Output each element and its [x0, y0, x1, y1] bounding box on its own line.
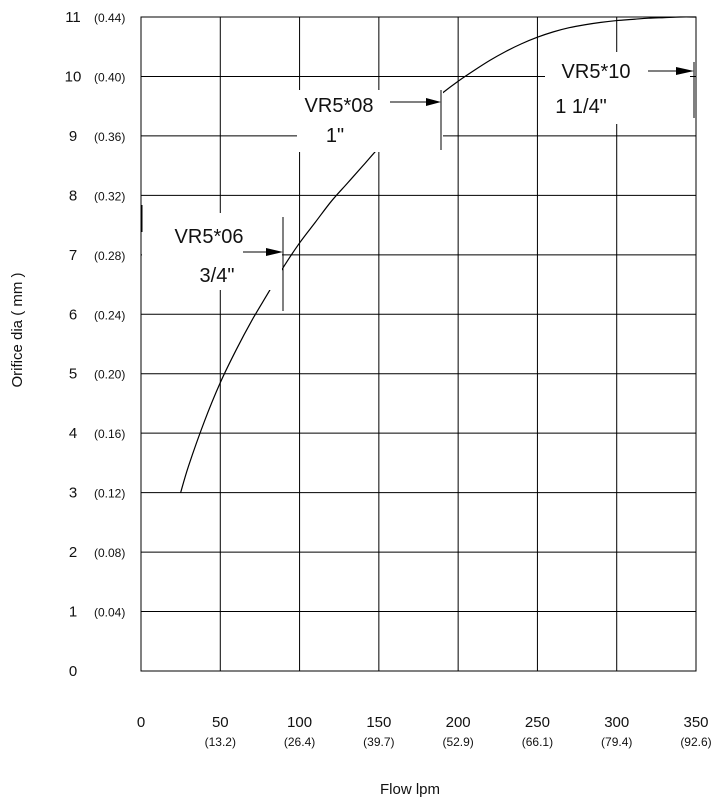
y-tick-label: 1	[69, 604, 77, 621]
y-axis-ticks: 0 1 (0.04) 2 (0.08) 3 (0.12) 4 (0.16) 5 (0.20) 6 (0.…	[65, 9, 126, 680]
callout-arrow-icon	[266, 248, 283, 256]
x-tick-sublabel: (92.6)	[680, 735, 711, 749]
x-tick-sublabel: (79.4)	[601, 735, 632, 749]
y-tick-sublabel: (0.44)	[94, 11, 125, 25]
y-tick-sublabel: (0.24)	[94, 308, 125, 322]
x-tick-label: 350	[683, 714, 708, 731]
valve-model-label: VR5*06	[175, 226, 244, 248]
callout-background	[297, 90, 443, 152]
y-tick-label: 6	[69, 306, 77, 323]
valve-size-label: 1"	[326, 125, 344, 147]
valve-size-label: 3/4"	[200, 265, 235, 287]
y-tick-label: 11	[65, 9, 81, 26]
annotations: VR5*06 3/4" VR5*08 1" VR5*10 1 1/4"	[141, 52, 695, 311]
callout-background	[545, 52, 690, 124]
y-tick-sublabel: (0.08)	[94, 546, 125, 560]
x-axis-ticks: 0 50 (13.2) 100 (26.4) 150 (39.7) 200 (52.9) 250 (…	[137, 714, 712, 749]
plot-frame	[140, 16, 697, 672]
valve-size-label: 1 1/4"	[555, 96, 607, 118]
y-tick-label: 8	[69, 187, 77, 204]
y-tick-sublabel: (0.16)	[94, 427, 125, 441]
x-tick-label: 150	[366, 714, 391, 731]
y-tick-sublabel: (0.04)	[94, 606, 125, 620]
valve-model-label: VR5*10	[562, 61, 631, 83]
y-tick-label: 10	[65, 68, 82, 85]
x-tick-sublabel: (13.2)	[205, 735, 236, 749]
y-tick-sublabel: (0.32)	[94, 189, 125, 203]
x-tick-sublabel: (39.7)	[363, 735, 394, 749]
y-tick-sublabel: (0.28)	[94, 249, 125, 263]
callout-arrow-icon	[676, 67, 694, 75]
x-tick-label: 50	[212, 714, 229, 731]
x-tick-sublabel: (52.9)	[442, 735, 473, 749]
grid	[141, 17, 696, 671]
callout-arrow-icon	[426, 98, 441, 106]
y-tick-label: 7	[69, 247, 77, 264]
y-tick-label: 2	[69, 544, 77, 561]
y-tick-label: 0	[69, 663, 77, 680]
x-tick-sublabel: (66.1)	[522, 735, 553, 749]
valve-model-label: VR5*08	[305, 95, 374, 117]
x-tick-label: 100	[287, 714, 312, 731]
y-tick-label: 5	[69, 366, 77, 383]
y-axis-title: Orifice dia ( mm )	[9, 272, 26, 387]
y-tick-sublabel: (0.36)	[94, 130, 125, 144]
x-tick-label: 300	[604, 714, 629, 731]
x-tick-label: 250	[525, 714, 550, 731]
y-tick-sublabel: (0.20)	[94, 368, 125, 382]
x-axis-title: Flow lpm	[380, 781, 440, 798]
x-tick-sublabel: (26.4)	[284, 735, 315, 749]
y-tick-label: 9	[69, 128, 77, 145]
x-tick-label: 200	[446, 714, 471, 731]
y-tick-sublabel: (0.40)	[94, 70, 125, 84]
x-tick-label: 0	[137, 714, 145, 731]
y-tick-sublabel: (0.12)	[94, 487, 125, 501]
y-tick-label: 3	[69, 485, 77, 502]
y-tick-label: 4	[69, 425, 77, 442]
